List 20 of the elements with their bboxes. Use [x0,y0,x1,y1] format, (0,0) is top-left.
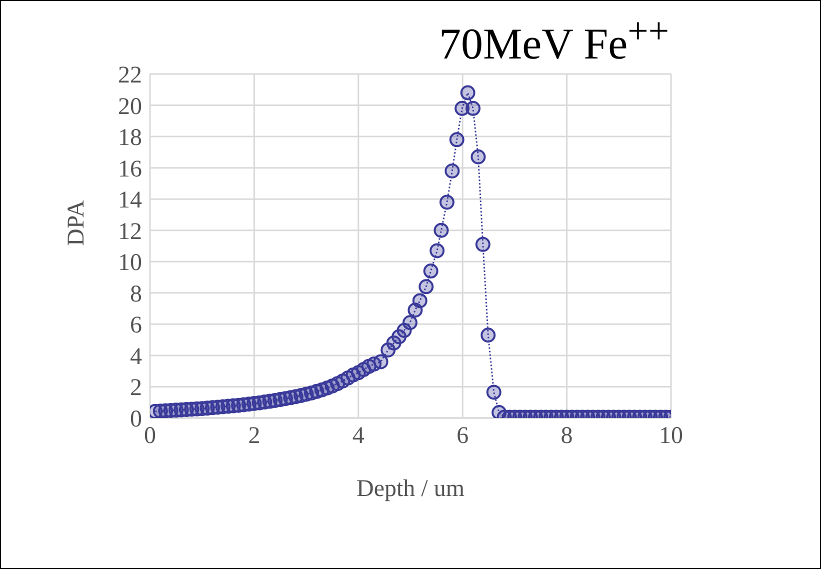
y-tick-label: 14 [118,188,142,214]
x-tick-label: 6 [456,423,469,450]
y-tick-label: 22 [118,62,142,89]
y-tick-label: 18 [118,125,142,152]
y-tick-label: 8 [130,281,142,308]
y-tick-label: 6 [130,312,142,339]
y-tick-label: 20 [118,94,142,120]
y-tick-label: 12 [118,218,142,245]
chart-title: 70MeV Fe$^{++}$ [439,9,669,70]
y-tick-label: 4 [130,344,142,370]
x-tick-label: 10 [659,423,683,450]
y-tick-label: 0 [130,406,142,433]
x-tick-label: 4 [352,423,364,450]
y-tick-label: 10 [118,250,142,276]
y-tick-label: 16 [118,156,142,182]
x-axis-title: Depth / um [356,476,465,502]
y-tick-label: 2 [130,375,142,402]
x-tick-label: 8 [560,423,573,450]
x-tick-label: 2 [248,423,260,450]
y-axis-title: DPA [64,200,90,246]
